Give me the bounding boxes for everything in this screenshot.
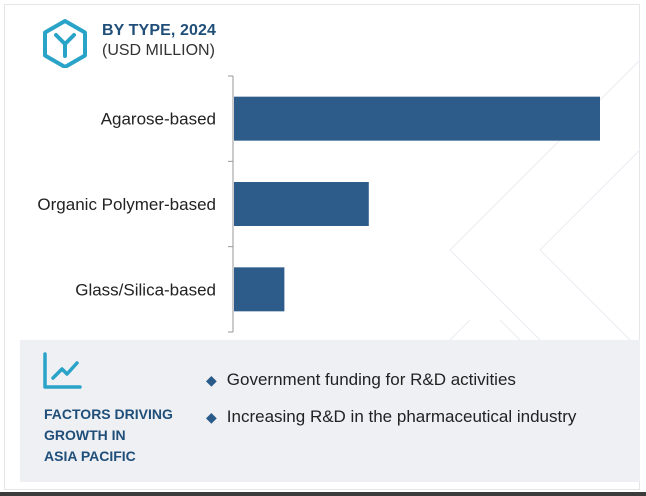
bar-agarose-based bbox=[234, 96, 600, 141]
chart-title: BY TYPE, 2024 bbox=[102, 22, 216, 39]
factors-title-line: ASIA PACIFIC bbox=[44, 448, 136, 464]
category-label: Glass/Silica-based bbox=[75, 280, 216, 299]
bottom-rule bbox=[0, 492, 646, 496]
factor-text: Government funding for R&D activities bbox=[226, 370, 516, 389]
factors-title-line: GROWTH IN bbox=[44, 427, 126, 443]
factors-title-line: FACTORS DRIVING bbox=[44, 406, 173, 422]
bar-glass-silica-based bbox=[234, 267, 285, 312]
factor-item: ◆ Government funding for R&D activities bbox=[206, 370, 516, 390]
category-label: Organic Polymer-based bbox=[37, 195, 216, 214]
factor-item: ◆ Increasing R&D in the pharmaceutical in… bbox=[206, 407, 576, 427]
chart-subtitle: (USD MILLION) bbox=[102, 42, 215, 59]
bar-chart: Agarose-based Organic Polymer-based Glass/… bbox=[37, 75, 600, 333]
diamond-bullet-icon: ◆ bbox=[206, 372, 217, 388]
bar-organic-polymer-based bbox=[234, 182, 369, 226]
factors-title: FACTORS DRIVING GROWTH IN ASIA PACIFIC bbox=[44, 404, 204, 467]
trend-chart-icon bbox=[42, 352, 82, 390]
factor-text: Increasing R&D in the pharmaceutical ind… bbox=[226, 407, 577, 426]
hexagon-y-icon bbox=[40, 18, 90, 69]
category-label: Agarose-based bbox=[101, 110, 216, 129]
diamond-bullet-icon: ◆ bbox=[206, 409, 217, 425]
factors-panel: FACTORS DRIVING GROWTH IN ASIA PACIFIC ◆… bbox=[20, 340, 640, 482]
